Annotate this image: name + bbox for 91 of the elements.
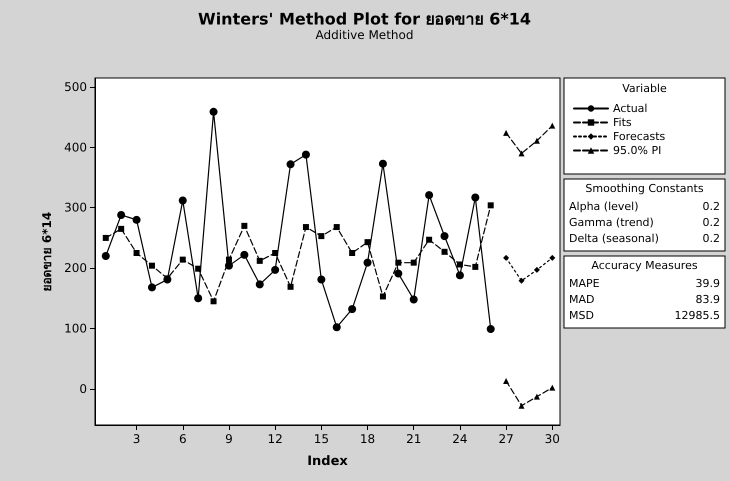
point: [302, 150, 310, 159]
point: [534, 138, 540, 144]
point: [271, 266, 280, 274]
point: [471, 193, 480, 202]
point: [302, 224, 309, 230]
point: [503, 130, 510, 136]
x-tick-label: 24: [452, 432, 468, 446]
point: [503, 378, 510, 384]
y-tick-label: 300: [64, 200, 87, 215]
point: [378, 160, 387, 168]
point: [102, 234, 109, 241]
point: [534, 266, 540, 273]
point: [256, 258, 263, 264]
text: Alpha (level) 0.2: [569, 200, 720, 213]
point: [440, 232, 449, 240]
x-axis-title: Index: [307, 454, 348, 469]
legend-label: Forecasts: [613, 130, 666, 143]
point: [210, 298, 217, 304]
point: [549, 384, 556, 391]
point: [163, 276, 172, 284]
text: Gamma (trend) 0.2: [569, 216, 720, 229]
point: [241, 222, 248, 229]
chart-title: Winters' Method Plot for ยอดขาย 6*14: [198, 10, 531, 28]
legend-title: Variable: [622, 82, 667, 95]
point: [380, 293, 386, 300]
text: Delta (seasonal) 0.2: [569, 232, 720, 245]
point: [180, 256, 186, 263]
legend-label: Fits: [613, 116, 632, 129]
x-tick-label: 6: [178, 432, 187, 446]
x-tick-label: 18: [360, 432, 376, 446]
point: [334, 224, 340, 230]
legend-label: Actual: [613, 102, 648, 115]
point: [148, 283, 156, 292]
point: [102, 252, 110, 260]
x-tick-label: 21: [406, 432, 422, 446]
point: [518, 278, 525, 284]
point: [518, 150, 525, 156]
x-tick-label: 27: [498, 432, 514, 446]
point: [132, 216, 141, 224]
x-tick-label: 15: [314, 432, 329, 446]
point: [503, 254, 510, 261]
point: [364, 258, 372, 267]
x-tick-label: 12: [268, 432, 283, 446]
point: [240, 250, 248, 259]
point: [148, 262, 155, 269]
point: [317, 276, 326, 284]
point: [549, 122, 556, 129]
point: [472, 264, 478, 270]
point: [349, 250, 356, 256]
point: [486, 325, 495, 334]
y-tick-label: 0: [79, 382, 87, 396]
x-tick-label: 30: [544, 432, 560, 446]
x-tick-label: 9: [225, 432, 233, 446]
text: MSD 12985.5: [569, 309, 720, 322]
point: [178, 196, 187, 205]
point: [210, 108, 218, 116]
point: [426, 236, 432, 243]
point: [549, 254, 556, 261]
point: [332, 323, 341, 332]
x-tick-label: 3: [132, 432, 140, 446]
point: [348, 305, 356, 314]
text: MAD 83.9: [569, 293, 720, 306]
point: [288, 284, 294, 290]
point: [410, 260, 417, 266]
point: [410, 295, 418, 304]
y-tick-label: 500: [64, 80, 87, 94]
point: [488, 202, 494, 208]
point: [194, 294, 202, 302]
point: [534, 394, 540, 400]
point: [286, 160, 295, 168]
point: [224, 262, 233, 270]
point: [118, 226, 124, 232]
chart-subtitle: Additive Method: [316, 28, 414, 42]
y-tick-label: 100: [64, 321, 87, 336]
point: [425, 191, 434, 200]
point: [364, 239, 371, 246]
point: [442, 248, 448, 255]
text: Smoothing Constants: [585, 182, 704, 195]
y-axis-title: ยอดขาย 6*14: [40, 212, 54, 292]
point: [394, 270, 402, 278]
point: [456, 271, 464, 280]
text: Accuracy Measures: [591, 259, 698, 272]
text: MAPE 39.9: [569, 277, 720, 290]
point: [518, 402, 525, 409]
legend-label: 95.0% PI: [613, 144, 662, 157]
point: [318, 233, 324, 240]
point: [256, 280, 264, 288]
y-tick-label: 400: [64, 140, 87, 154]
point: [117, 210, 126, 219]
point: [134, 250, 140, 256]
y-tick-label: 200: [64, 261, 87, 276]
